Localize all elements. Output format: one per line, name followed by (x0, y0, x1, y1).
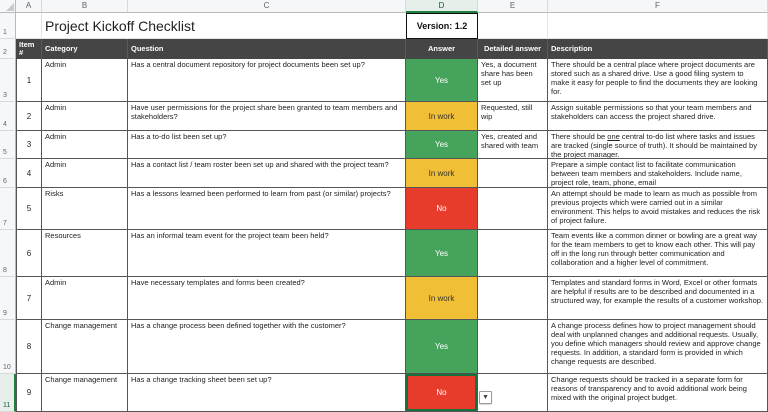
category-cell[interactable]: Change management (42, 320, 128, 374)
answer-cell[interactable]: Yes (406, 320, 478, 374)
question-cell[interactable]: Has a central document repository for pr… (128, 59, 406, 102)
cell-e1[interactable] (478, 13, 548, 39)
category-cell[interactable]: Admin (42, 131, 128, 159)
table-header-row: 2 Item # Category Question Answer Detail… (0, 39, 768, 59)
column-header-d[interactable]: D (406, 0, 478, 13)
header-description[interactable]: Description (548, 39, 768, 59)
category-cell[interactable]: Resources (42, 230, 128, 277)
row-header-1[interactable]: 1 (0, 13, 16, 39)
sheet-title[interactable]: Project Kickoff Checklist (42, 13, 406, 39)
column-header-c[interactable]: C (128, 0, 406, 13)
header-item[interactable]: Item # (16, 39, 42, 59)
question-cell[interactable]: Has a lessons learned been performed to … (128, 188, 406, 230)
category-cell[interactable]: Admin (42, 277, 128, 320)
detailed-answer-cell[interactable] (478, 277, 548, 320)
version-cell[interactable]: Version: 1.2 (406, 13, 478, 39)
answer-cell[interactable]: Yes (406, 131, 478, 159)
row-header-7[interactable]: 7 (0, 188, 16, 230)
answer-cell[interactable]: No (406, 374, 478, 412)
answer-cell[interactable]: Yes (406, 59, 478, 102)
row-header-6[interactable]: 6 (0, 159, 16, 188)
table-body: 3 1 Admin Has a central document repository… (0, 59, 768, 412)
item-number-cell[interactable]: 7 (16, 277, 42, 320)
row-header-9[interactable]: 9 (0, 277, 16, 320)
header-detailed-answer[interactable]: Detailed answer (478, 39, 548, 59)
answer-cell[interactable]: No (406, 188, 478, 230)
table-row: 5 3 Admin Has a to-do list been set up? Yes Y… (0, 131, 768, 159)
cell-f1[interactable] (548, 13, 768, 39)
row-header-8[interactable]: 8 (0, 230, 16, 277)
item-number-cell[interactable]: 6 (16, 230, 42, 277)
question-cell[interactable]: Has an informal team event for the proje… (128, 230, 406, 277)
question-cell[interactable]: Has a contact list / team roster been se… (128, 159, 406, 188)
description-cell[interactable]: A change process defines how to project … (548, 320, 768, 374)
description-cell[interactable]: Assign suitable permissions so that your… (548, 102, 768, 131)
question-cell[interactable]: Has a to-do list been set up? (128, 131, 406, 159)
description-cell[interactable]: There should be a central place where pr… (548, 59, 768, 102)
title-row: 1 Project Kickoff Checklist Version: 1.2 (0, 13, 768, 39)
table-row: 3 1 Admin Has a central document repository… (0, 59, 768, 102)
detailed-answer-cell[interactable] (478, 230, 548, 277)
column-header-a[interactable]: A (16, 0, 42, 13)
category-cell[interactable]: Admin (42, 102, 128, 131)
detailed-answer-cell[interactable] (478, 188, 548, 230)
table-row: 9 7 Admin Have necessary templates and form… (0, 277, 768, 320)
item-number-cell[interactable]: 2 (16, 102, 42, 131)
answer-cell[interactable]: In work (406, 277, 478, 320)
answer-cell[interactable]: In work (406, 102, 478, 131)
column-header-e[interactable]: E (478, 0, 548, 13)
detailed-answer-cell[interactable]: Yes, created and shared with team (478, 131, 548, 159)
category-cell[interactable]: Change management (42, 374, 128, 412)
item-number-cell[interactable]: 4 (16, 159, 42, 188)
select-all-corner[interactable] (0, 0, 16, 13)
table-row: 4 2 Admin Have user permissions for the pro… (0, 102, 768, 131)
table-row: 6 4 Admin Has a contact list / team roster … (0, 159, 768, 188)
item-number-cell[interactable]: 8 (16, 320, 42, 374)
question-cell[interactable]: Have user permissions for the project sh… (128, 102, 406, 131)
question-cell[interactable]: Have necessary templates and forms been … (128, 277, 406, 320)
question-cell[interactable]: Has a change tracking sheet been set up? (128, 374, 406, 412)
cell-a1[interactable] (16, 13, 42, 39)
column-header-b[interactable]: B (42, 0, 128, 13)
category-cell[interactable]: Admin (42, 159, 128, 188)
detailed-answer-cell[interactable]: Yes, a document share has been set up (478, 59, 548, 102)
row-header-3[interactable]: 3 (0, 59, 16, 102)
item-number-cell[interactable]: 9 (16, 374, 42, 412)
table-row: 8 6 Resources Has an informal team event fo… (0, 230, 768, 277)
description-cell[interactable]: Change requests should be tracked in a s… (548, 374, 768, 412)
select-all-triangle-icon (6, 3, 14, 11)
header-category[interactable]: Category (42, 39, 128, 59)
item-number-cell[interactable]: 1 (16, 59, 42, 102)
row-header-2[interactable]: 2 (0, 39, 16, 59)
detailed-answer-cell[interactable] (478, 320, 548, 374)
row-header-11[interactable]: 11 (0, 374, 16, 412)
column-header-f[interactable]: F (548, 0, 768, 13)
detailed-answer-cell[interactable]: Requested, still wip (478, 102, 548, 131)
description-cell[interactable]: Prepare a simple contact list to facilit… (548, 159, 768, 188)
category-cell[interactable]: Admin (42, 59, 128, 102)
description-cell[interactable]: Templates and standard forms in Word, Ex… (548, 277, 768, 320)
row-header-4[interactable]: 4 (0, 102, 16, 131)
description-cell[interactable]: Team events like a common dinner or bowl… (548, 230, 768, 277)
detailed-answer-cell[interactable] (478, 159, 548, 188)
header-question[interactable]: Question (128, 39, 406, 59)
answer-cell[interactable]: In work (406, 159, 478, 188)
row-header-10[interactable]: 10 (0, 320, 16, 374)
question-cell[interactable]: Has a change process been defined togeth… (128, 320, 406, 374)
item-number-cell[interactable]: 5 (16, 188, 42, 230)
description-cell[interactable]: There should be one central to-do list w… (548, 131, 768, 159)
item-number-cell[interactable]: 3 (16, 131, 42, 159)
description-cell[interactable]: An attempt should be made to learn as mu… (548, 188, 768, 230)
table-row: 7 5 Risks Has a lessons learned been perfor… (0, 188, 768, 230)
table-row: 10 8 Change management Has a change process… (0, 320, 768, 374)
category-cell[interactable]: Risks (42, 188, 128, 230)
row-header-5[interactable]: 5 (0, 131, 16, 159)
table-row: 11 9 Change management Has a change trackin… (0, 374, 768, 412)
answer-cell[interactable]: Yes (406, 230, 478, 277)
dropdown-button[interactable]: ▼ (479, 391, 492, 404)
header-answer[interactable]: Answer (406, 39, 478, 59)
